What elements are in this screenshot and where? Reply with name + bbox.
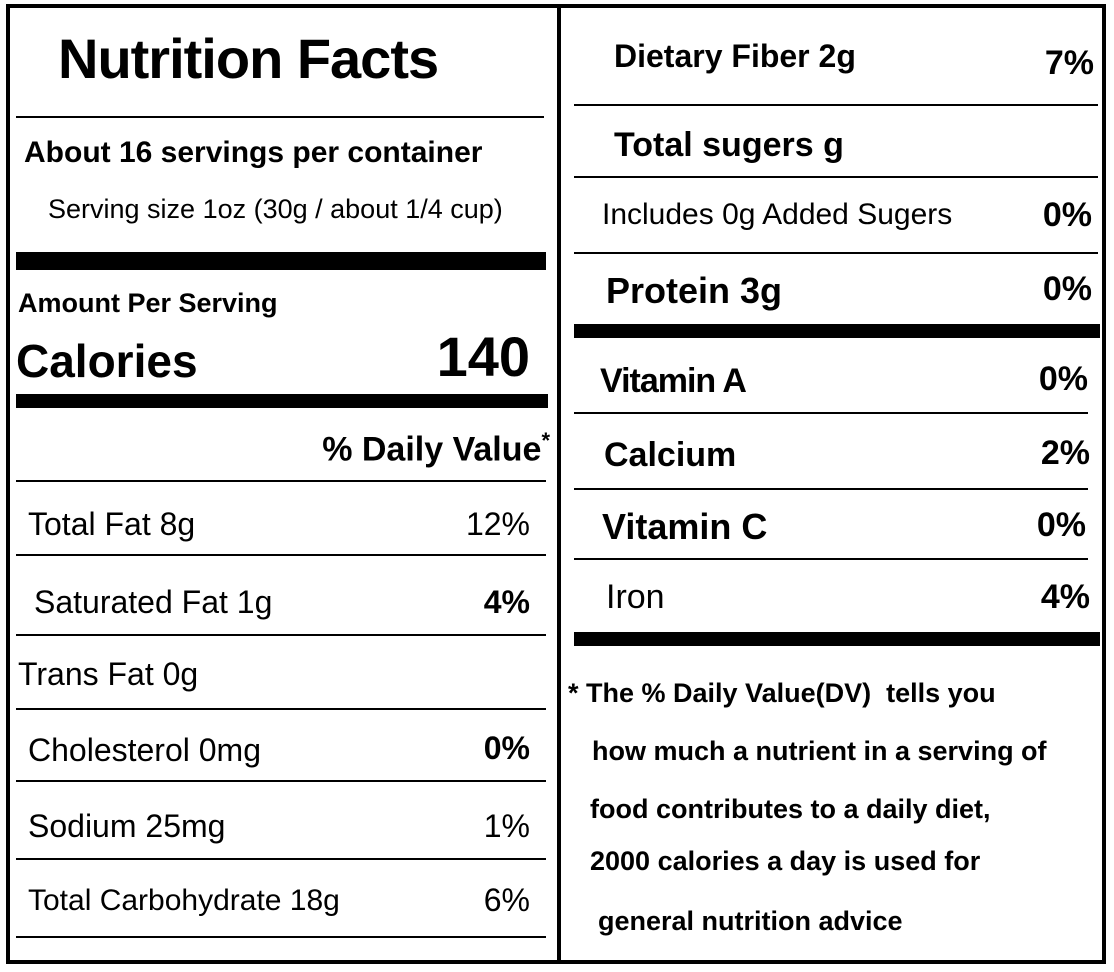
total-fat-value: 12%: [465, 506, 530, 542]
daily-value-header: % Daily Value*: [210, 428, 550, 469]
row-rule: [574, 412, 1088, 414]
footnote-line-2: how much a nutrient in a serving of: [592, 736, 1047, 766]
row-rule: [16, 708, 546, 710]
cholesterol-label: Cholesterol 0mg: [28, 732, 261, 768]
total-carbohydrate-value: 6%: [483, 882, 530, 918]
added-sugars-label: Includes 0g Added Sugers: [602, 198, 953, 231]
title-rule: [16, 116, 544, 118]
iron-thick-rule: [574, 632, 1100, 646]
vitamin-a-value: 0%: [1038, 360, 1088, 398]
added-sugars-value: 0%: [1042, 196, 1092, 234]
footnote-line-1: * The % Daily Value(DV) tells you: [568, 678, 996, 708]
trans-fat-label: Trans Fat 0g: [18, 656, 199, 692]
amount-per-serving: Amount Per Serving: [18, 288, 278, 318]
dietary-fiber-label: Dietary Fiber 2g: [614, 38, 856, 74]
calories-thick-rule: [16, 394, 548, 408]
footnote-line-3: food contributes to a daily diet,: [590, 794, 991, 824]
column-divider: [557, 8, 561, 960]
row-rule: [16, 554, 546, 556]
daily-value-asterisk: *: [541, 428, 550, 453]
row-rule: [16, 634, 546, 636]
serving-size: Serving size 1oz (30g / about 1/4 cup): [48, 194, 503, 224]
sodium-value: 1%: [483, 808, 530, 844]
dietary-fiber-value: 7%: [1044, 44, 1094, 82]
footnote-line-5: general nutrition advice: [598, 906, 903, 936]
cholesterol-value: 0%: [483, 730, 530, 766]
total-sugars-label: Total sugers g: [614, 126, 844, 164]
row-rule: [574, 252, 1098, 254]
row-rule: [574, 104, 1098, 106]
daily-value-header-text: % Daily Value: [322, 430, 542, 469]
vitamin-c-label: Vitamin C: [602, 506, 768, 547]
row-rule: [16, 936, 546, 938]
nutrition-facts-label: Nutrition Facts About 16 servings per co…: [6, 4, 1106, 964]
saturated-fat-label: Saturated Fat 1g: [34, 584, 273, 620]
iron-value: 4%: [1040, 578, 1090, 616]
protein-thick-rule: [574, 324, 1100, 338]
vitamin-a-label: Vitamin A: [600, 362, 747, 400]
protein-value: 0%: [1042, 270, 1092, 308]
protein-label: Protein 3g: [606, 270, 783, 311]
servings-per-container: About 16 servings per container: [24, 136, 483, 169]
row-rule: [574, 558, 1088, 560]
row-rule: [16, 780, 546, 782]
row-rule: [574, 176, 1098, 178]
saturated-fat-value: 4%: [483, 584, 530, 620]
calories-label: Calories: [16, 335, 198, 387]
serving-thick-rule: [16, 252, 546, 270]
calcium-label: Calcium: [604, 436, 737, 474]
dv-rule: [16, 480, 546, 482]
footnote-line-4: 2000 calories a day is used for: [590, 846, 981, 876]
label-title: Nutrition Facts: [58, 27, 439, 90]
calcium-value: 2%: [1040, 434, 1090, 472]
total-carbohydrate-label: Total Carbohydrate 18g: [28, 884, 340, 917]
row-rule: [574, 488, 1088, 490]
iron-label: Iron: [606, 578, 665, 616]
total-fat-label: Total Fat 8g: [28, 506, 196, 542]
sodium-label: Sodium 25mg: [28, 808, 226, 844]
calories-value: 140: [436, 325, 530, 388]
row-rule: [16, 858, 546, 860]
vitamin-c-value: 0%: [1036, 506, 1086, 544]
